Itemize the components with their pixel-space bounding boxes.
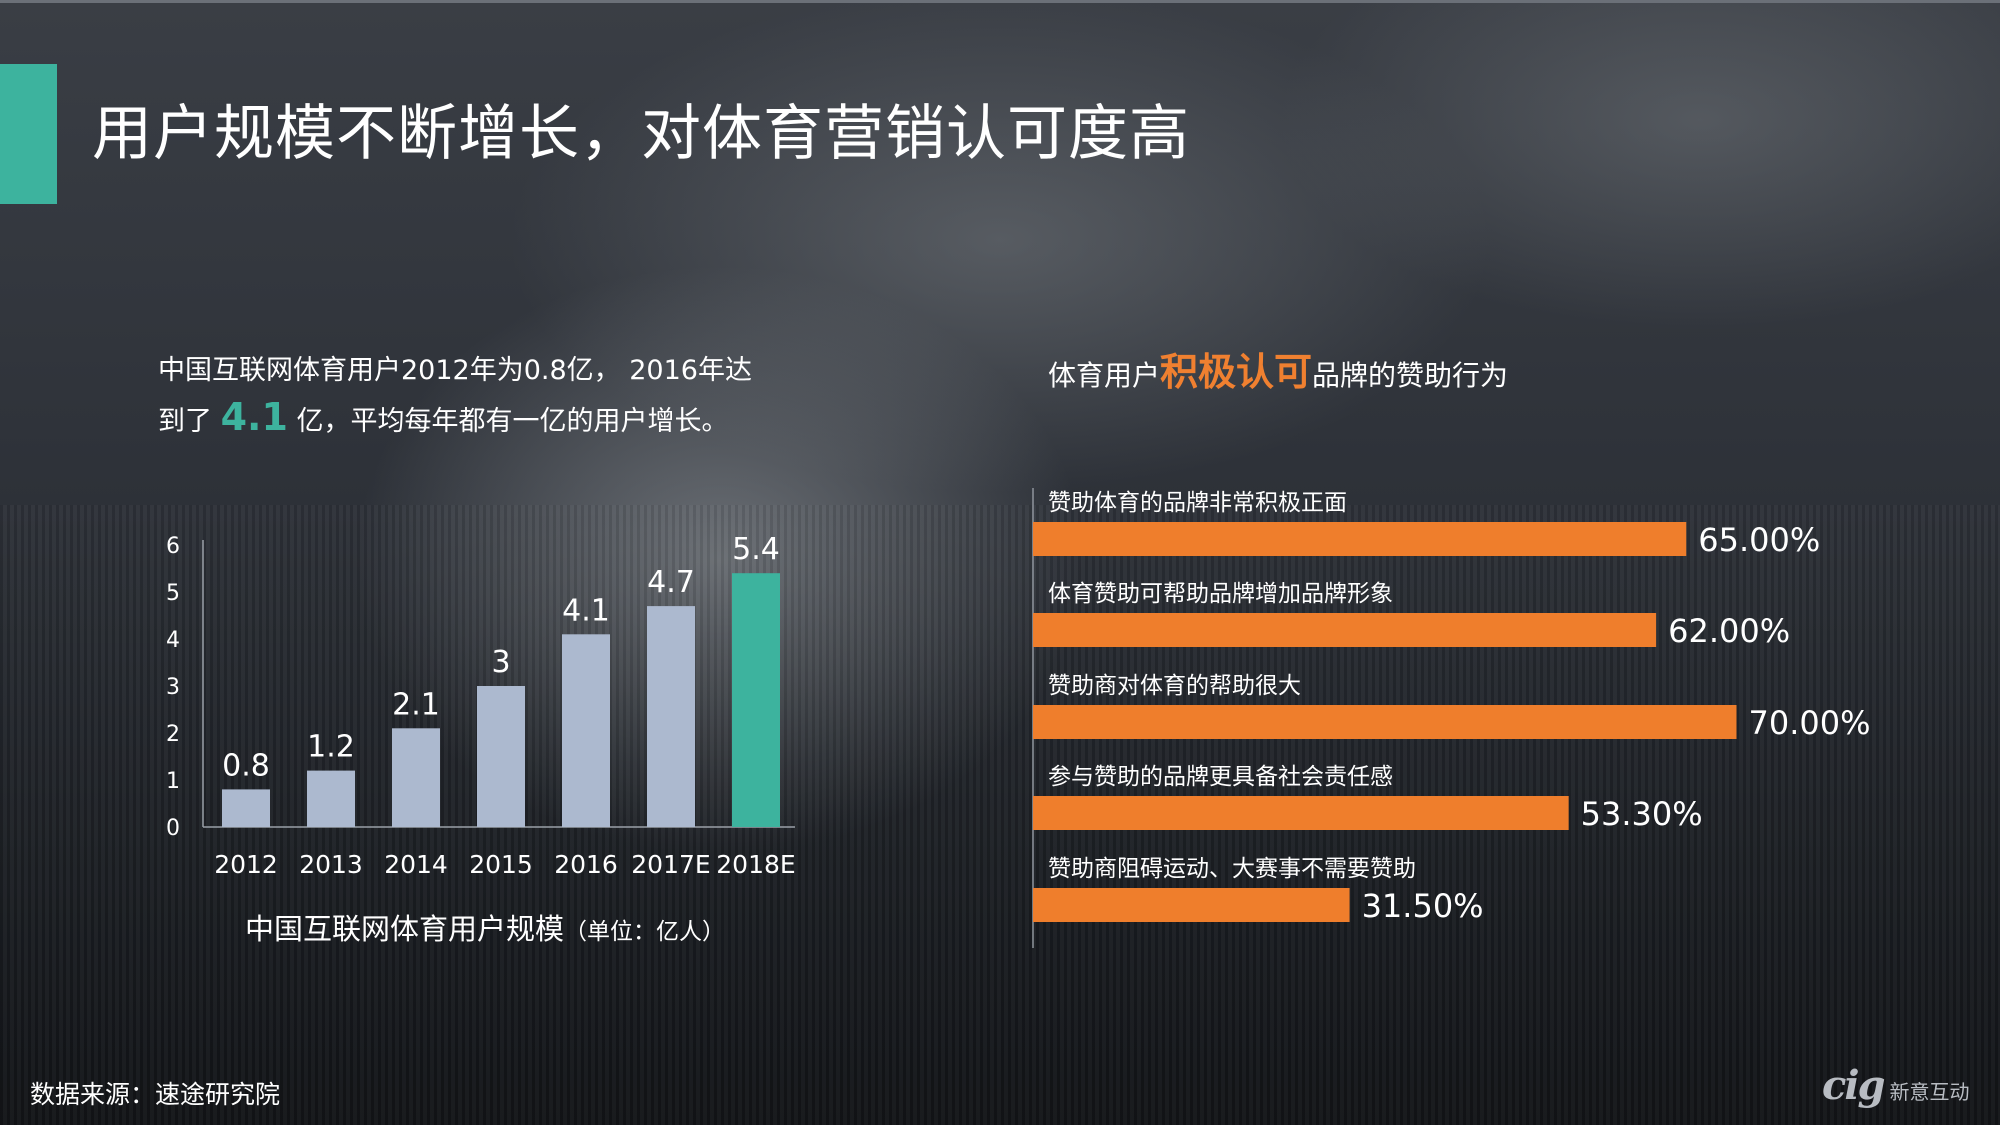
intro-highlight-value: 4.1: [220, 395, 288, 439]
y-tick-label: 0: [166, 816, 180, 841]
h-category-label: 参与赞助的品牌更具备社会责任感: [1048, 764, 1393, 790]
y-tick-label: 5: [166, 581, 180, 606]
sponsorship-heading-suffix: 品牌的赞助行为: [1312, 359, 1509, 392]
y-tick-label: 2: [166, 722, 180, 747]
h-bar: [1033, 522, 1687, 556]
sponsorship-heading-prefix: 体育用户: [1048, 359, 1161, 392]
h-bar: [1033, 888, 1350, 922]
h-bar: [1033, 705, 1737, 739]
x-tick-label: 2017E: [631, 850, 710, 879]
bar-value-label: 1.2: [307, 730, 355, 765]
h-bar-value-label: 31.50%: [1362, 887, 1484, 925]
y-tick-label: 6: [166, 534, 180, 559]
h-bar-value-label: 65.00%: [1698, 521, 1820, 559]
user-scale-chart-title: 中国互联网体育用户规模（单位：亿人）: [245, 912, 725, 946]
h-bar: [1033, 796, 1569, 830]
bar: [732, 573, 780, 827]
bar: [477, 686, 525, 827]
bar-value-label: 4.1: [562, 593, 610, 628]
sponsorship-heading-highlight: 积极认可: [1160, 350, 1313, 394]
bar: [222, 789, 270, 827]
y-tick-label: 4: [166, 628, 180, 653]
intro-line2-suffix: 亿，平均每年都有一亿的用户增长。: [296, 406, 729, 437]
top-divider: [0, 0, 2000, 3]
bar: [647, 606, 695, 827]
x-tick-label: 2013: [299, 850, 363, 879]
intro-line2-prefix: 到了: [158, 406, 212, 437]
bar-value-label: 5.4: [732, 532, 780, 567]
data-source: 数据来源：速途研究院: [30, 1080, 281, 1109]
x-tick-label: 2014: [384, 850, 448, 879]
bar: [307, 770, 355, 827]
h-category-label: 赞助商对体育的帮助很大: [1048, 673, 1301, 699]
h-bar-value-label: 62.00%: [1668, 612, 1790, 650]
user-scale-chart-title-unit: （单位：亿人）: [564, 919, 725, 945]
page-title: 用户规模不断增长，对体育营销认可度高: [92, 99, 1190, 169]
bar-value-label: 2.1: [392, 687, 440, 722]
sponsorship-bar-chart: 赞助体育的品牌非常积极正面 65.00% 体育赞助可帮助品牌增加品牌形象 62.00%…: [1032, 488, 1871, 948]
logo-brand-text: cig: [1822, 1062, 1886, 1109]
y-tick-label: 1: [166, 769, 180, 794]
x-tick-label: 2018E: [716, 850, 795, 879]
y-tick-label: 3: [166, 675, 180, 700]
bar: [392, 728, 440, 827]
h-bar: [1033, 613, 1657, 647]
logo-company-name: 新意互动: [1889, 1080, 1970, 1104]
h-category-label: 赞助体育的品牌非常积极正面: [1048, 490, 1347, 516]
h-category-label: 赞助商阻碍运动、大赛事不需要赞助: [1048, 856, 1416, 882]
intro-line1: 中国互联网体育用户2012年为0.8亿， 2016年达: [158, 355, 752, 386]
user-scale-bar-chart: 0 1 2 3 4 5 6 0.8 2012 1.2 2013 2.1 2014 3 2015 4.1 2016…: [166, 532, 796, 879]
title-accent-bar: [0, 64, 57, 204]
bar-value-label: 3: [491, 645, 510, 680]
x-tick-label: 2012: [214, 850, 278, 879]
h-bar-value-label: 70.00%: [1749, 704, 1871, 742]
h-category-label: 体育赞助可帮助品牌增加品牌形象: [1048, 581, 1393, 607]
bar-value-label: 4.7: [647, 565, 695, 600]
x-tick-label: 2016: [554, 850, 618, 879]
bar: [562, 634, 610, 827]
x-tick-label: 2015: [469, 850, 533, 879]
brand-logo: cig 新意互动: [1822, 1062, 1970, 1109]
h-bar-value-label: 53.30%: [1581, 795, 1703, 833]
user-scale-chart-title-main: 中国互联网体育用户规模: [245, 912, 564, 946]
bar-value-label: 0.8: [222, 748, 270, 783]
sponsorship-heading: 体育用户积极认可品牌的赞助行为: [1048, 348, 1508, 400]
intro-text: 中国互联网体育用户2012年为0.8亿， 2016年达 到了 4.1 亿，平均每…: [158, 348, 808, 445]
